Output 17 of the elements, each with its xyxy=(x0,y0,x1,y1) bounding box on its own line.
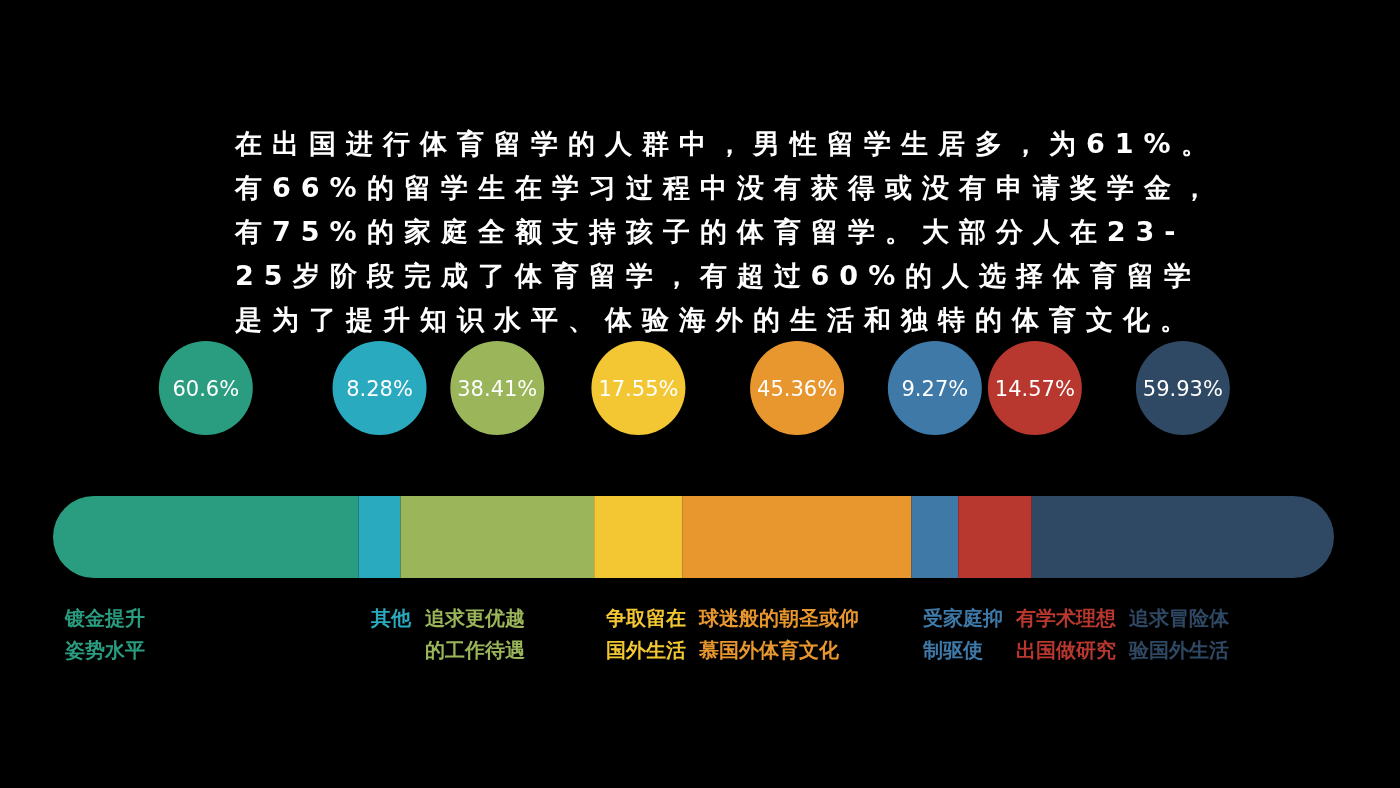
category-label: 球迷般的朝圣或仰慕国外体育文化 xyxy=(698,606,860,662)
data-label: 14.57% xyxy=(994,377,1075,401)
category-label: 镀金提升姿势水平 xyxy=(64,606,145,662)
data-label: 8.28% xyxy=(346,377,413,401)
category-label: 其他 xyxy=(369,606,412,630)
category-label: 追求冒险体验国外生活 xyxy=(1128,606,1231,662)
data-label: 60.6% xyxy=(172,377,240,401)
category-label: 受家庭抑制驱使 xyxy=(922,606,1004,662)
data-label: 9.27% xyxy=(901,377,969,401)
category-label: 有学术理想出国做研究 xyxy=(1015,606,1117,662)
data-label: 59.93% xyxy=(1142,377,1223,401)
data-label: 45.36% xyxy=(757,377,838,401)
text: 在出国进行体育留学的人群中，男性留学生居多，为61%。有66%的留学生在学习过程中没有获得或没有申请奖学金，有75%的家庭全额支持孩子的体育留学。大部分人在23-25岁阶段完成了体育留学，有超过60%的人选择体育留学是为了提升知识水平、体验海外的生活和独特的体育文化。 xyxy=(235,127,1219,337)
category-label: 追求更优越的工作待遇 xyxy=(423,606,525,662)
data-label: 38.41% xyxy=(457,377,538,401)
data-label: 17.55% xyxy=(598,377,679,401)
category-label: 争取留在国外生活 xyxy=(605,606,687,662)
